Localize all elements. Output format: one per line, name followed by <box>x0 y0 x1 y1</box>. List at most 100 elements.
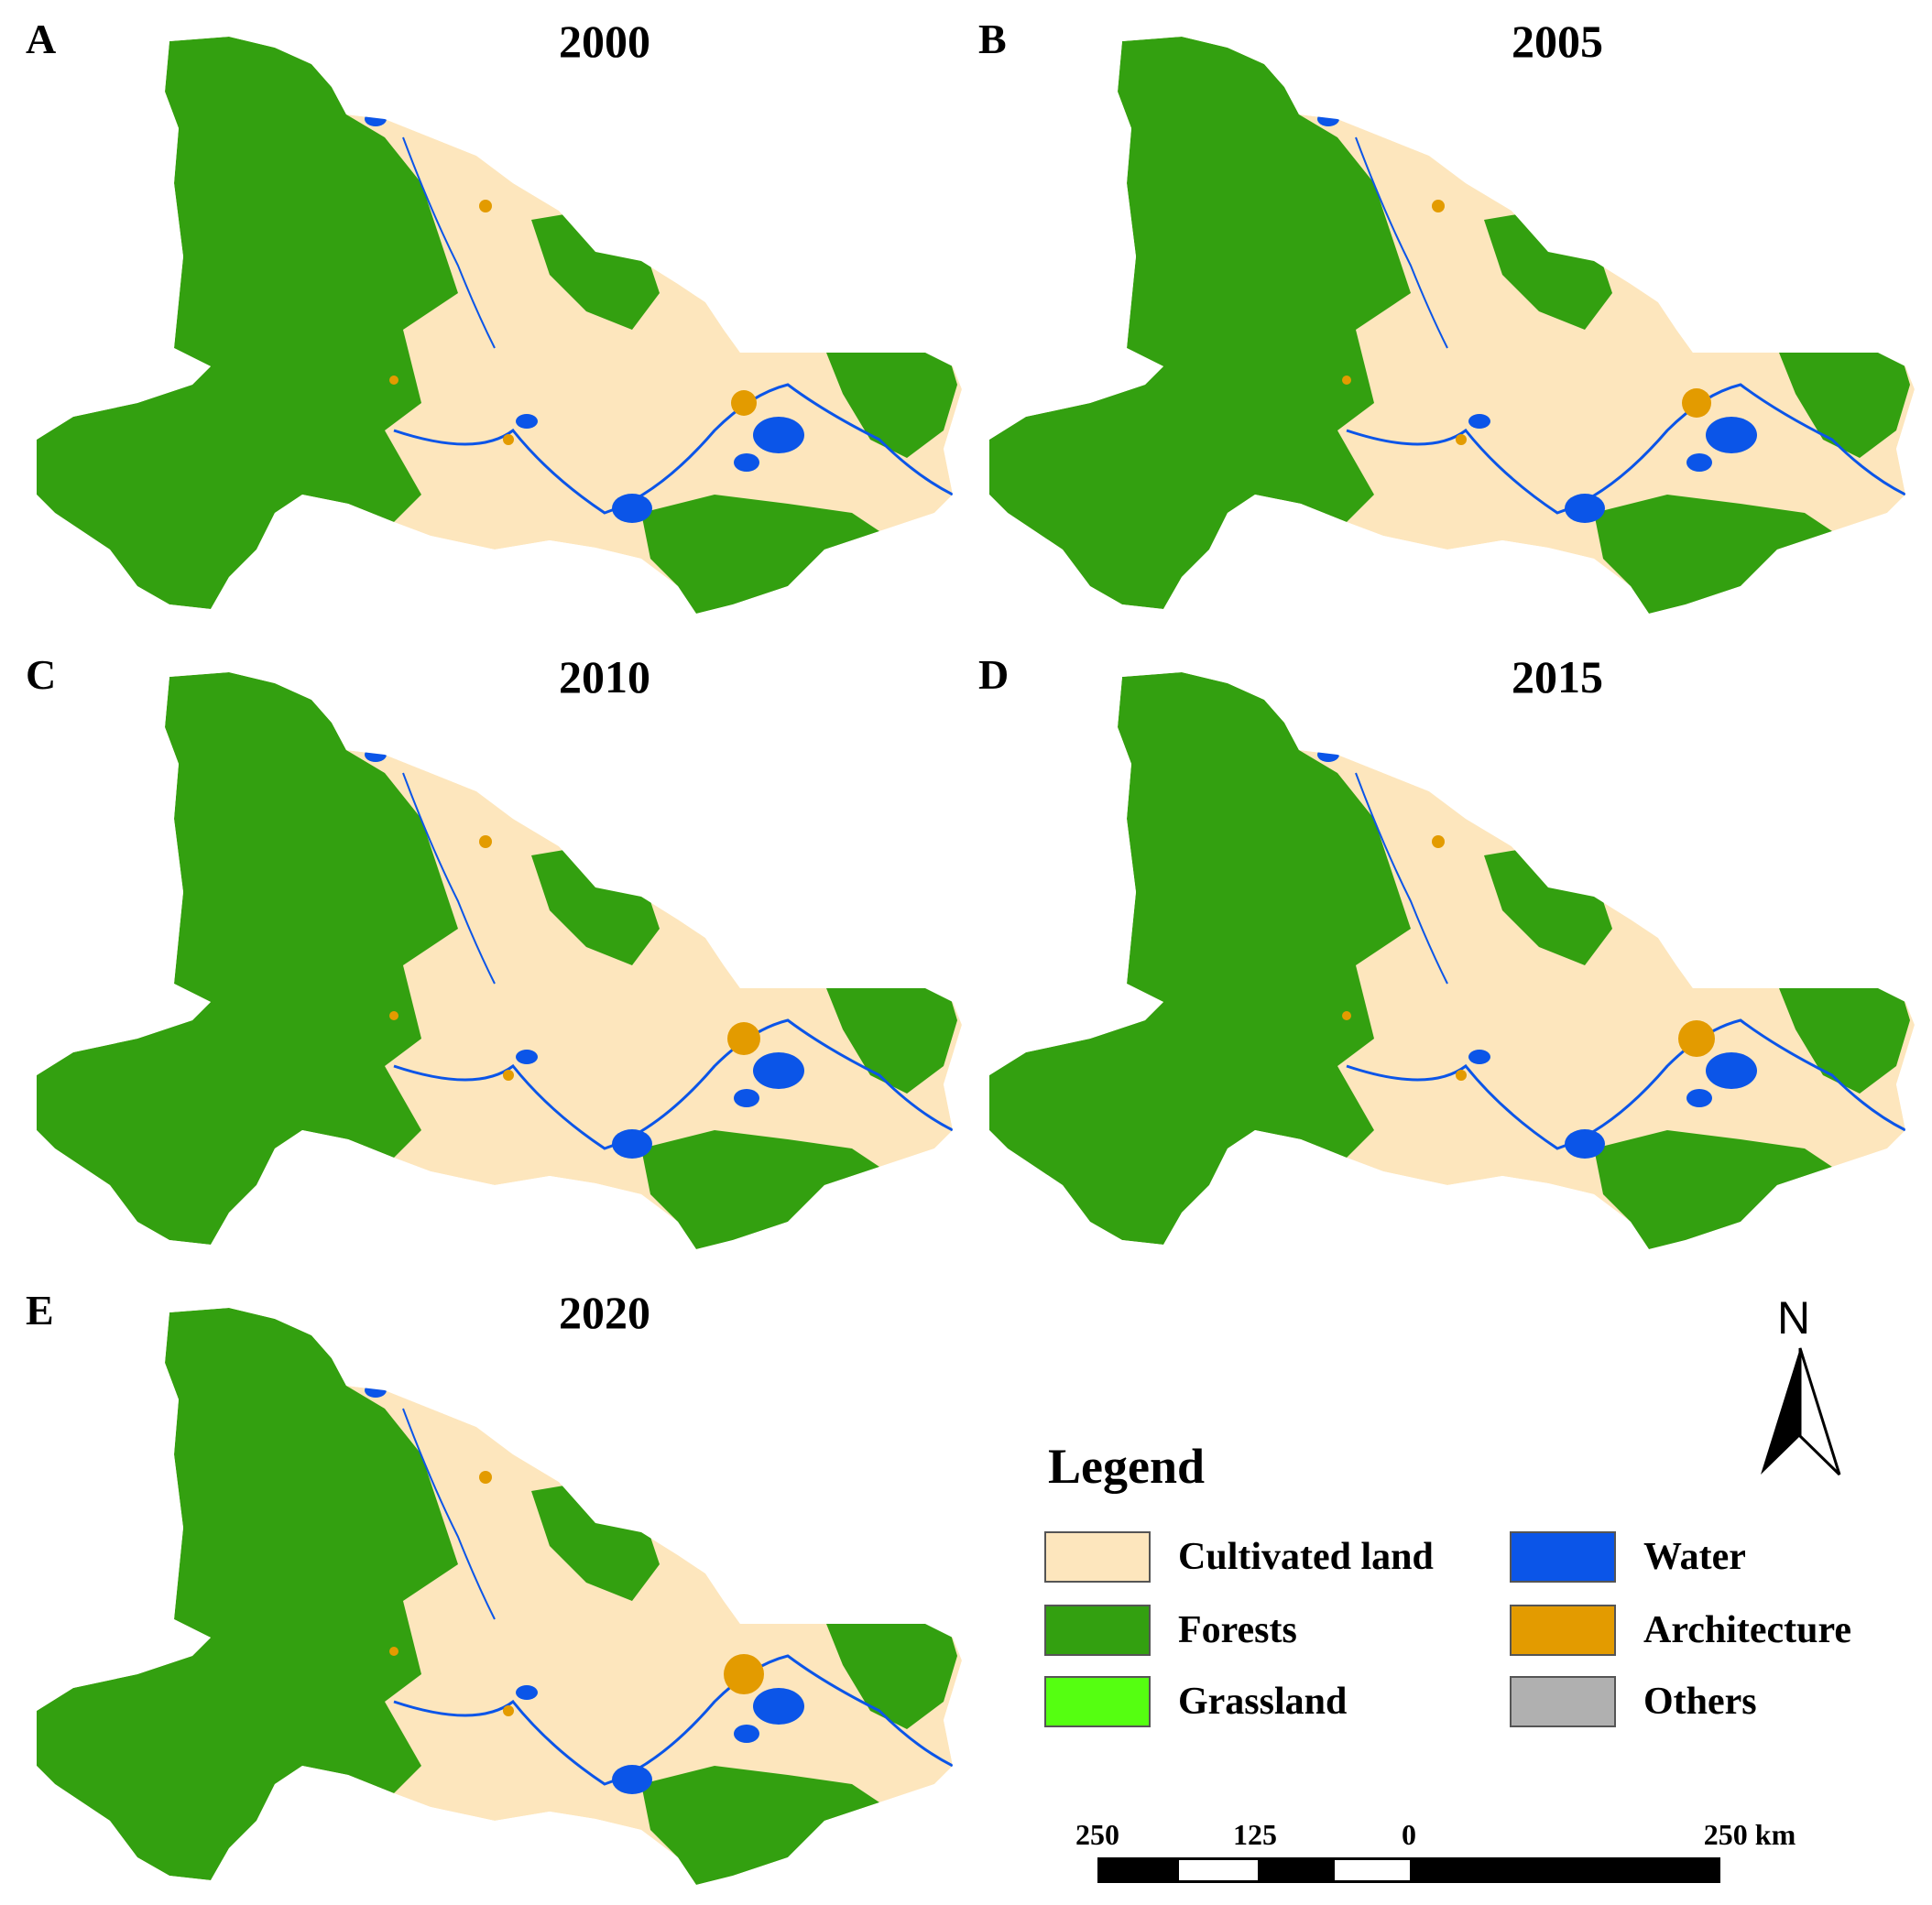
legend-label: Water <box>1643 1536 1746 1578</box>
lake <box>1706 1052 1757 1089</box>
lake <box>1317 747 1339 762</box>
urban-area <box>727 1022 760 1055</box>
legend-swatch <box>1510 1676 1616 1727</box>
lake <box>516 1685 538 1700</box>
legend-swatch <box>1510 1531 1616 1583</box>
forest-region <box>1594 495 1832 614</box>
forest-region <box>37 37 458 609</box>
lake <box>734 453 759 472</box>
lake <box>1317 112 1339 126</box>
legend-label: Forests <box>1178 1609 1297 1651</box>
urban-area <box>1342 1011 1351 1020</box>
legend-item-architecture: Architecture <box>1510 1605 1894 1660</box>
forest-region <box>641 1130 879 1249</box>
panel-year-d: 2015 <box>1512 651 1603 702</box>
map-panel-d: D 2015 <box>953 636 1918 1269</box>
urban-area <box>479 200 492 212</box>
urban-area <box>503 434 514 445</box>
legend-title: Legend <box>1048 1439 1206 1494</box>
forest-region <box>989 672 1411 1245</box>
forest-region <box>989 37 1411 609</box>
scale-bar: 250 125 0 250 km <box>1053 1818 1823 1891</box>
river <box>1355 136 1448 349</box>
north-letter: N <box>1777 1292 1811 1344</box>
river <box>393 383 954 515</box>
map-panel-a: A 2000 <box>0 0 966 634</box>
panel-year-e: 2020 <box>559 1287 650 1338</box>
land-use-map-b <box>989 37 1915 614</box>
urban-area <box>1678 1020 1715 1057</box>
legend-item-others: Others <box>1510 1676 1894 1731</box>
scale-label: 125 <box>1233 1818 1277 1851</box>
panel-year-b: 2005 <box>1512 16 1603 67</box>
river <box>1346 1018 1906 1150</box>
river <box>1355 772 1448 985</box>
urban-area <box>731 390 757 416</box>
lake <box>612 494 652 523</box>
panel-year-a: 2000 <box>559 16 650 67</box>
legend-swatch <box>1044 1676 1151 1727</box>
forest-region <box>37 1308 458 1880</box>
legend-item-water: Water <box>1510 1531 1894 1586</box>
lake <box>753 1052 804 1089</box>
urban-area <box>479 835 492 848</box>
legend-item-grassland: Grassland <box>1044 1676 1429 1731</box>
land-use-map-d <box>989 672 1915 1249</box>
lake <box>753 1688 804 1725</box>
forest-region <box>641 495 879 614</box>
river <box>1346 383 1906 515</box>
river <box>393 1018 954 1150</box>
legend-item-forests: Forests <box>1044 1605 1429 1660</box>
forest-region <box>1594 1130 1832 1249</box>
land-use-map-e <box>37 1308 962 1885</box>
lake <box>1468 414 1490 429</box>
lake <box>1565 1129 1605 1159</box>
urban-area <box>479 1471 492 1484</box>
lake <box>1686 453 1712 472</box>
land-use-map-c <box>37 672 962 1249</box>
map-panel-c: C 2010 <box>0 636 966 1269</box>
lake <box>612 1129 652 1159</box>
lake <box>365 1383 387 1398</box>
panel-letter-a: A <box>26 16 57 62</box>
urban-area <box>503 1705 514 1716</box>
river <box>402 1408 496 1620</box>
forest-region <box>37 672 458 1245</box>
panel-letter-d: D <box>978 651 1010 698</box>
scale-label: 250 <box>1075 1818 1119 1851</box>
panel-year-c: 2010 <box>559 651 650 702</box>
lake <box>1686 1089 1712 1107</box>
scale-segment <box>1258 1860 1335 1880</box>
urban-area <box>1432 200 1445 212</box>
lake <box>516 414 538 429</box>
lake <box>1706 417 1757 453</box>
scale-segment <box>1335 1860 1410 1880</box>
urban-area <box>389 1011 398 1020</box>
scale-label: 250 km <box>1703 1818 1796 1851</box>
legend-label: Architecture <box>1643 1609 1852 1651</box>
panel-letter-b: B <box>978 16 1007 62</box>
land-use-map-a <box>37 37 962 614</box>
legend: Legend Cultivated land Forests Grassland… <box>1044 1438 1869 1740</box>
legend-item-cultivated-land: Cultivated land <box>1044 1531 1434 1586</box>
urban-area <box>1456 434 1467 445</box>
north-arrow: N <box>1750 1291 1860 1484</box>
urban-area <box>503 1070 514 1081</box>
panel-letter-c: C <box>26 651 57 698</box>
legend-swatch <box>1044 1605 1151 1656</box>
urban-area <box>1682 388 1711 418</box>
lake <box>734 1725 759 1743</box>
legend-label: Cultivated land <box>1178 1536 1434 1578</box>
river <box>393 1654 954 1786</box>
urban-area <box>389 376 398 385</box>
lake <box>753 417 804 453</box>
north-arrow-icon <box>1761 1347 1841 1476</box>
map-panel-b: B 2005 <box>953 0 1918 634</box>
scale-segment <box>1410 1860 1718 1880</box>
urban-area <box>1432 835 1445 848</box>
panel-letter-e: E <box>26 1287 54 1334</box>
river <box>402 772 496 985</box>
scale-segment <box>1179 1860 1258 1880</box>
scale-label: 0 <box>1402 1818 1416 1851</box>
lake <box>1468 1050 1490 1064</box>
